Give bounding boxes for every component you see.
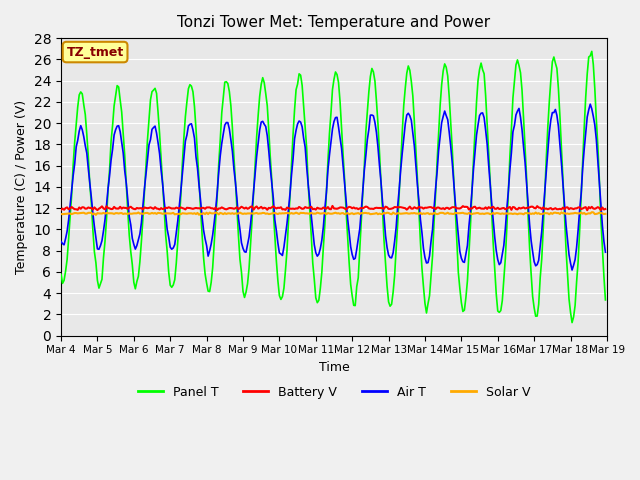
- X-axis label: Time: Time: [319, 361, 349, 374]
- Legend: Panel T, Battery V, Air T, Solar V: Panel T, Battery V, Air T, Solar V: [132, 381, 536, 404]
- Y-axis label: Temperature (C) / Power (V): Temperature (C) / Power (V): [15, 100, 28, 274]
- Text: TZ_tmet: TZ_tmet: [67, 46, 124, 59]
- Title: Tonzi Tower Met: Temperature and Power: Tonzi Tower Met: Temperature and Power: [177, 15, 490, 30]
